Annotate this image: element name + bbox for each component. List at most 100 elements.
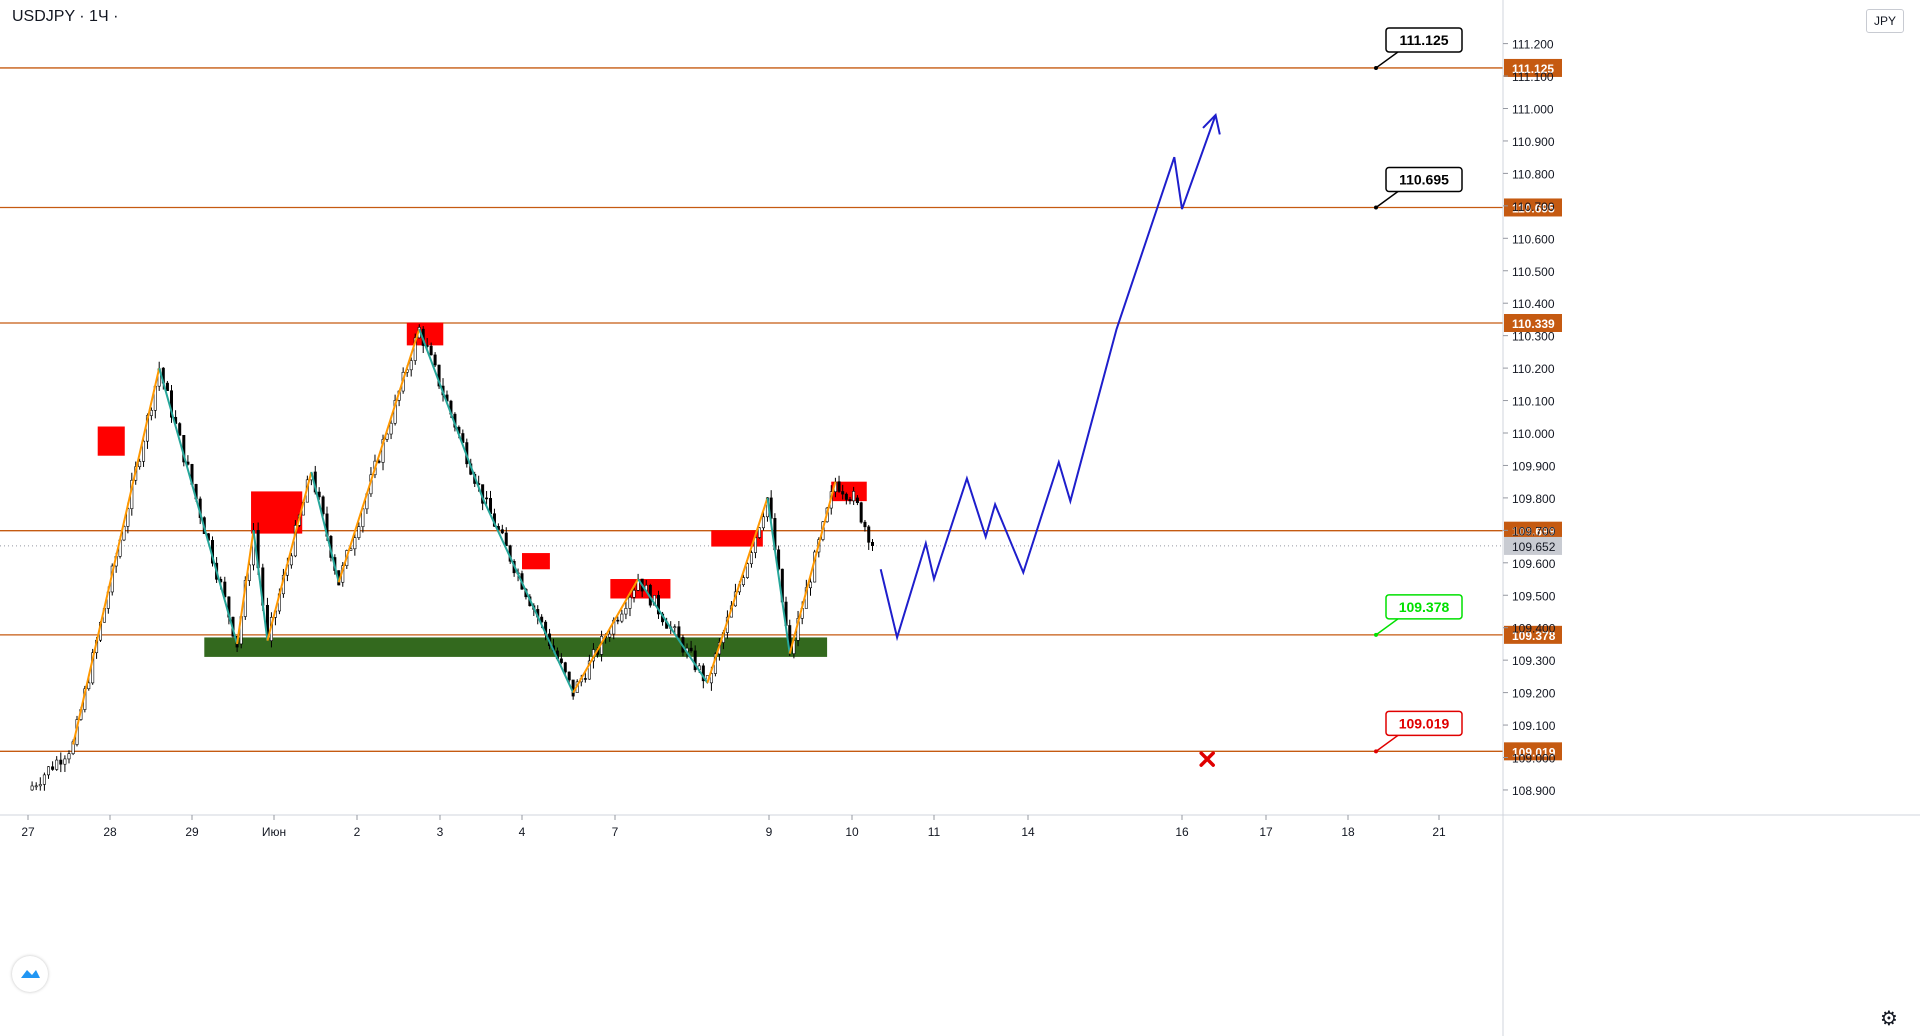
price-tick-label: 109.500 xyxy=(1512,589,1556,603)
wave-up-line xyxy=(72,367,161,745)
wave-up-line xyxy=(788,481,837,654)
price-tick-label: 110.300 xyxy=(1512,330,1555,344)
candle-body xyxy=(34,785,38,788)
wave-down-line xyxy=(766,497,791,654)
current-price-tag xyxy=(1504,536,1562,555)
level-price-label: 109.378 xyxy=(1512,629,1556,643)
price-tick-label: 109.700 xyxy=(1512,524,1556,538)
candle-body xyxy=(559,658,563,663)
candle-body xyxy=(656,595,660,615)
candle-body xyxy=(321,496,325,515)
candle-body xyxy=(38,784,42,787)
candle-body xyxy=(138,461,142,468)
candle-body xyxy=(165,382,169,392)
tradingview-logo-icon[interactable] xyxy=(12,956,48,992)
wave-down-line xyxy=(252,530,269,641)
candle-body xyxy=(852,491,856,502)
price-tick-label: 109.600 xyxy=(1512,557,1556,571)
candle-body xyxy=(837,481,841,492)
wave-lines xyxy=(72,328,837,745)
level-price-label: 109.699 xyxy=(1512,525,1556,539)
callout-anchor xyxy=(1374,65,1378,70)
callout-anchor xyxy=(1374,205,1378,210)
level-price-tag xyxy=(1504,198,1562,217)
wave-down-line xyxy=(481,497,575,694)
time-tick-label: 9 xyxy=(766,825,773,839)
symbol-title[interactable]: USDJPY · 1Ч · xyxy=(12,8,119,25)
supply-zone xyxy=(522,553,550,570)
candle-body xyxy=(63,758,67,765)
candle-body xyxy=(317,491,321,498)
currency-badge[interactable]: JPY xyxy=(1866,9,1904,33)
price-tick-label: 110.500 xyxy=(1512,265,1555,279)
time-axis[interactable]: 27 28 29 Июн 2 3 4 7 9 10 11 14 16 17 18 21 xyxy=(21,815,1446,839)
candle-body xyxy=(749,552,753,565)
candle-body xyxy=(624,608,628,615)
level-price-tag xyxy=(1504,625,1562,644)
wave-down-line xyxy=(310,471,340,583)
candle-body xyxy=(841,491,845,495)
wave-up-line xyxy=(337,328,421,583)
supply-zone xyxy=(97,426,125,456)
candle-body xyxy=(673,626,677,629)
stop-loss-marker-icon xyxy=(1199,751,1215,767)
time-tick-label: 3 xyxy=(437,825,444,839)
level-price-tag xyxy=(1504,742,1562,761)
gear-icon[interactable]: ⚙ xyxy=(1880,1008,1898,1030)
candle-body xyxy=(867,526,871,543)
candle-body xyxy=(848,499,852,502)
candle-body xyxy=(870,542,874,546)
candle-body xyxy=(357,526,361,538)
zones xyxy=(97,322,867,657)
candle-body xyxy=(500,529,504,534)
candle-body xyxy=(46,766,50,776)
candle-body xyxy=(30,785,34,791)
forecast-path xyxy=(879,112,1221,642)
candle-body xyxy=(67,753,71,760)
callout-pointer xyxy=(1375,51,1399,69)
candle-body xyxy=(745,563,749,578)
candle-body xyxy=(381,439,385,463)
callout-label: 110.695 xyxy=(1399,171,1449,187)
supply-zone xyxy=(711,530,763,547)
level-price-label: 110.339 xyxy=(1512,317,1555,331)
candle-body xyxy=(616,619,620,622)
price-tick-label: 109.400 xyxy=(1512,622,1556,636)
candle-body xyxy=(563,662,567,673)
candle-body xyxy=(289,555,293,566)
candle-body xyxy=(844,493,848,500)
price-tick-label: 109.800 xyxy=(1512,492,1556,506)
candle-body xyxy=(863,521,867,528)
price-callouts: 111.125 110.695 109.378 109.019 xyxy=(1199,27,1463,767)
candle-body xyxy=(540,616,544,623)
time-tick-label: 11 xyxy=(928,825,941,839)
candle-body xyxy=(142,440,146,462)
candle-body xyxy=(389,422,393,435)
candle-body xyxy=(437,364,441,387)
candle-body xyxy=(628,597,632,609)
callout-anchor xyxy=(1374,632,1378,637)
price-tick-label: 109.200 xyxy=(1512,687,1556,701)
callout-box xyxy=(1385,594,1463,620)
candle-body xyxy=(689,647,693,652)
candle-body xyxy=(413,337,417,361)
time-tick-label: 27 xyxy=(21,825,35,839)
price-tick-label: 111.200 xyxy=(1512,38,1554,52)
candle-body xyxy=(504,532,508,547)
wave-down-line xyxy=(637,578,709,684)
callout-box xyxy=(1385,166,1463,193)
price-tick-label: 109.100 xyxy=(1512,719,1556,733)
callout-box xyxy=(1385,710,1463,737)
time-tick-label: 4 xyxy=(519,825,526,839)
candle-body xyxy=(808,581,812,589)
price-tick-label: 110.000 xyxy=(1512,427,1555,441)
callout-pointer xyxy=(1375,734,1399,752)
candle-body xyxy=(567,671,571,681)
price-tick-label: 111.000 xyxy=(1512,103,1554,117)
candle-body xyxy=(353,537,357,550)
price-tick-label: 110.400 xyxy=(1512,297,1555,311)
wave-up-line xyxy=(236,530,255,645)
price-tick-label: 109.300 xyxy=(1512,654,1556,668)
